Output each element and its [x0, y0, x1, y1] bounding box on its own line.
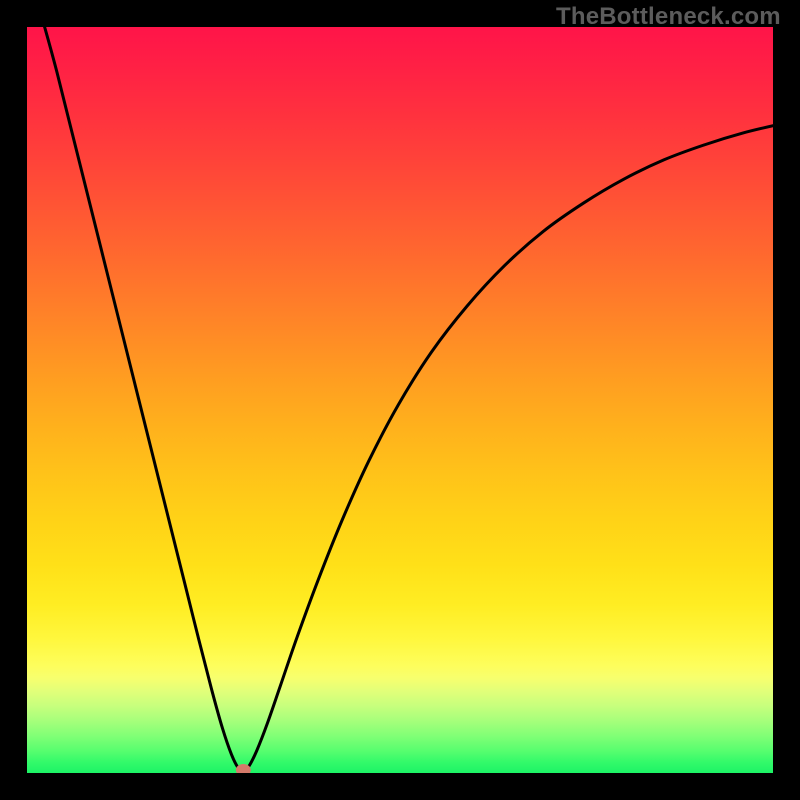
- watermark-text: TheBottleneck.com: [556, 3, 781, 31]
- chart-svg: [27, 27, 773, 773]
- plot-area: [27, 27, 773, 773]
